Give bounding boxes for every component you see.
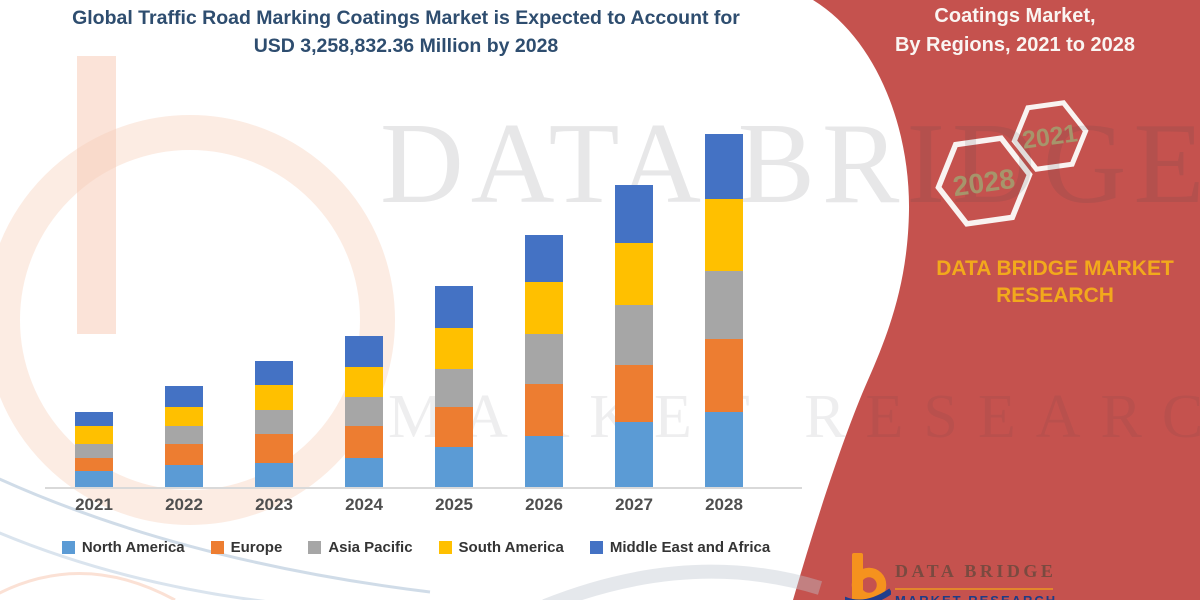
x-axis-labels: 2021 2022 2023 2024 2025 2026 2027 2028 (45, 495, 802, 519)
bar-segment-2027-asia-pacific[interactable] (615, 305, 653, 365)
bar-segment-2021-south-america[interactable] (75, 426, 113, 444)
footer-logo-b-icon (845, 553, 891, 600)
legend-swatch (61, 541, 75, 554)
bar-segment-2021-north-america[interactable] (75, 471, 113, 487)
decor-arc-blue-1 (0, 477, 431, 594)
side-heading-line1: Coatings Market, (934, 5, 1096, 27)
legend-item-north-america[interactable]: North America (61, 539, 185, 556)
bar-2023[interactable] (255, 361, 293, 487)
bar-segment-2024-north-america[interactable] (345, 458, 383, 487)
x-axis-label-2024: 2024 (345, 495, 383, 514)
bar-segment-2024-asia-pacific[interactable] (345, 397, 383, 426)
bar-segment-2024-europe[interactable] (345, 426, 383, 458)
decor-arc-gray (542, 564, 823, 600)
legend-item-asia-pacific[interactable]: Asia Pacific (308, 539, 413, 556)
legend-item-middle-east-and-africa[interactable]: Middle East and Africa (589, 539, 771, 556)
bar-2024[interactable] (345, 336, 383, 487)
bar-segment-2027-north-america[interactable] (615, 422, 653, 487)
page-title: Global Traffic Road Marking Coatings Mar… (28, 4, 784, 60)
legend-label: North America (81, 539, 185, 556)
bar-segment-2024-south-america[interactable] (345, 367, 383, 397)
bar-segment-2027-south-america[interactable] (615, 243, 653, 305)
bar-segment-2023-north-america[interactable] (255, 463, 293, 487)
bar-segment-2027-europe[interactable] (615, 365, 653, 422)
x-axis-label-2026: 2026 (525, 495, 563, 514)
legend-label: Asia Pacific (328, 539, 413, 556)
footer-logo-subtext: MARKET RESEARCH (895, 593, 1057, 600)
bar-segment-2022-south-america[interactable] (165, 407, 203, 426)
bar-2028[interactable] (705, 134, 743, 487)
bar-2026[interactable] (525, 235, 563, 487)
bar-segment-2026-middle-east-and-africa[interactable] (525, 235, 563, 282)
legend-item-europe[interactable]: Europe (210, 539, 283, 556)
bar-segment-2021-asia-pacific[interactable] (75, 444, 113, 458)
bar-segment-2022-europe[interactable] (165, 444, 203, 465)
bar-segment-2028-asia-pacific[interactable] (705, 271, 743, 339)
page-title-line2: USD 3,258,832.36 Million by 2028 (253, 35, 559, 57)
side-panel-heading: Coatings Market, By Regions, 2021 to 202… (850, 2, 1180, 60)
bar-segment-2021-europe[interactable] (75, 458, 113, 471)
bar-segment-2027-middle-east-and-africa[interactable] (615, 185, 653, 243)
legend-swatch (308, 541, 322, 554)
bar-segment-2028-south-america[interactable] (705, 199, 743, 271)
bar-segment-2022-middle-east-and-africa[interactable] (165, 386, 203, 407)
x-axis-label-2023: 2023 (255, 495, 293, 514)
legend-swatch (438, 541, 452, 554)
bar-segment-2026-asia-pacific[interactable] (525, 334, 563, 384)
decor-arc-blue-2 (0, 531, 266, 600)
bar-segment-2028-middle-east-and-africa[interactable] (705, 134, 743, 199)
brand-text-line1: DATA BRIDGE MARKET (936, 257, 1174, 280)
legend-swatch (210, 541, 224, 554)
bar-segment-2023-europe[interactable] (255, 434, 293, 463)
bar-2022[interactable] (165, 386, 203, 487)
bar-2027[interactable] (615, 185, 653, 487)
bar-segment-2023-middle-east-and-africa[interactable] (255, 361, 293, 385)
legend-label: Europe (230, 539, 283, 556)
footer-logo-underline (895, 588, 1053, 590)
bar-segment-2025-asia-pacific[interactable] (435, 369, 473, 407)
bar-2025[interactable] (435, 286, 473, 487)
bar-segment-2025-south-america[interactable] (435, 328, 473, 369)
bar-segment-2021-middle-east-and-africa[interactable] (75, 412, 113, 426)
x-axis-label-2022: 2022 (165, 495, 203, 514)
bar-segment-2023-south-america[interactable] (255, 385, 293, 410)
chart-legend: North America Europe Asia Pacific South Ame… (30, 539, 802, 556)
x-axis-label-2028: 2028 (705, 495, 743, 514)
brand-text-line2: RESEARCH (996, 284, 1114, 307)
bar-segment-2026-south-america[interactable] (525, 282, 563, 334)
bar-segment-2026-europe[interactable] (525, 384, 563, 436)
legend-label: Middle East and Africa (609, 539, 771, 556)
bar-segment-2026-north-america[interactable] (525, 436, 563, 487)
bar-segment-2025-europe[interactable] (435, 407, 473, 447)
legend-label: South America (458, 539, 564, 556)
brand-text: DATA BRIDGE MARKET RESEARCH (905, 255, 1200, 309)
red-panel-shape (793, 0, 1200, 600)
bar-segment-2024-middle-east-and-africa[interactable] (345, 336, 383, 367)
bar-segment-2025-middle-east-and-africa[interactable] (435, 286, 473, 328)
bar-segment-2028-europe[interactable] (705, 339, 743, 412)
bar-segment-2023-asia-pacific[interactable] (255, 410, 293, 434)
legend-item-south-america[interactable]: South America (438, 539, 564, 556)
bar-segment-2028-north-america[interactable] (705, 412, 743, 487)
bar-segment-2025-north-america[interactable] (435, 447, 473, 487)
decor-arc-orange (0, 572, 176, 600)
x-axis-label-2027: 2027 (615, 495, 653, 514)
x-axis-label-2021: 2021 (75, 495, 113, 514)
bar-segment-2022-north-america[interactable] (165, 465, 203, 487)
side-heading-line2: By Regions, 2021 to 2028 (894, 34, 1136, 56)
plot-area (45, 98, 802, 489)
footer-logo: DATA BRIDGE MARKET RESEARCH (845, 551, 1145, 600)
legend-swatch (589, 541, 603, 554)
bar-segment-2022-asia-pacific[interactable] (165, 426, 203, 444)
hexagon-badge-2021 (1011, 100, 1089, 172)
hexagon-badge-2028 (935, 135, 1033, 227)
footer-logo-name: DATA BRIDGE (895, 561, 1057, 581)
x-axis-label-2025: 2025 (435, 495, 473, 514)
bar-2021[interactable] (75, 412, 113, 487)
page-title-line1: Global Traffic Road Marking Coatings Mar… (72, 7, 740, 29)
